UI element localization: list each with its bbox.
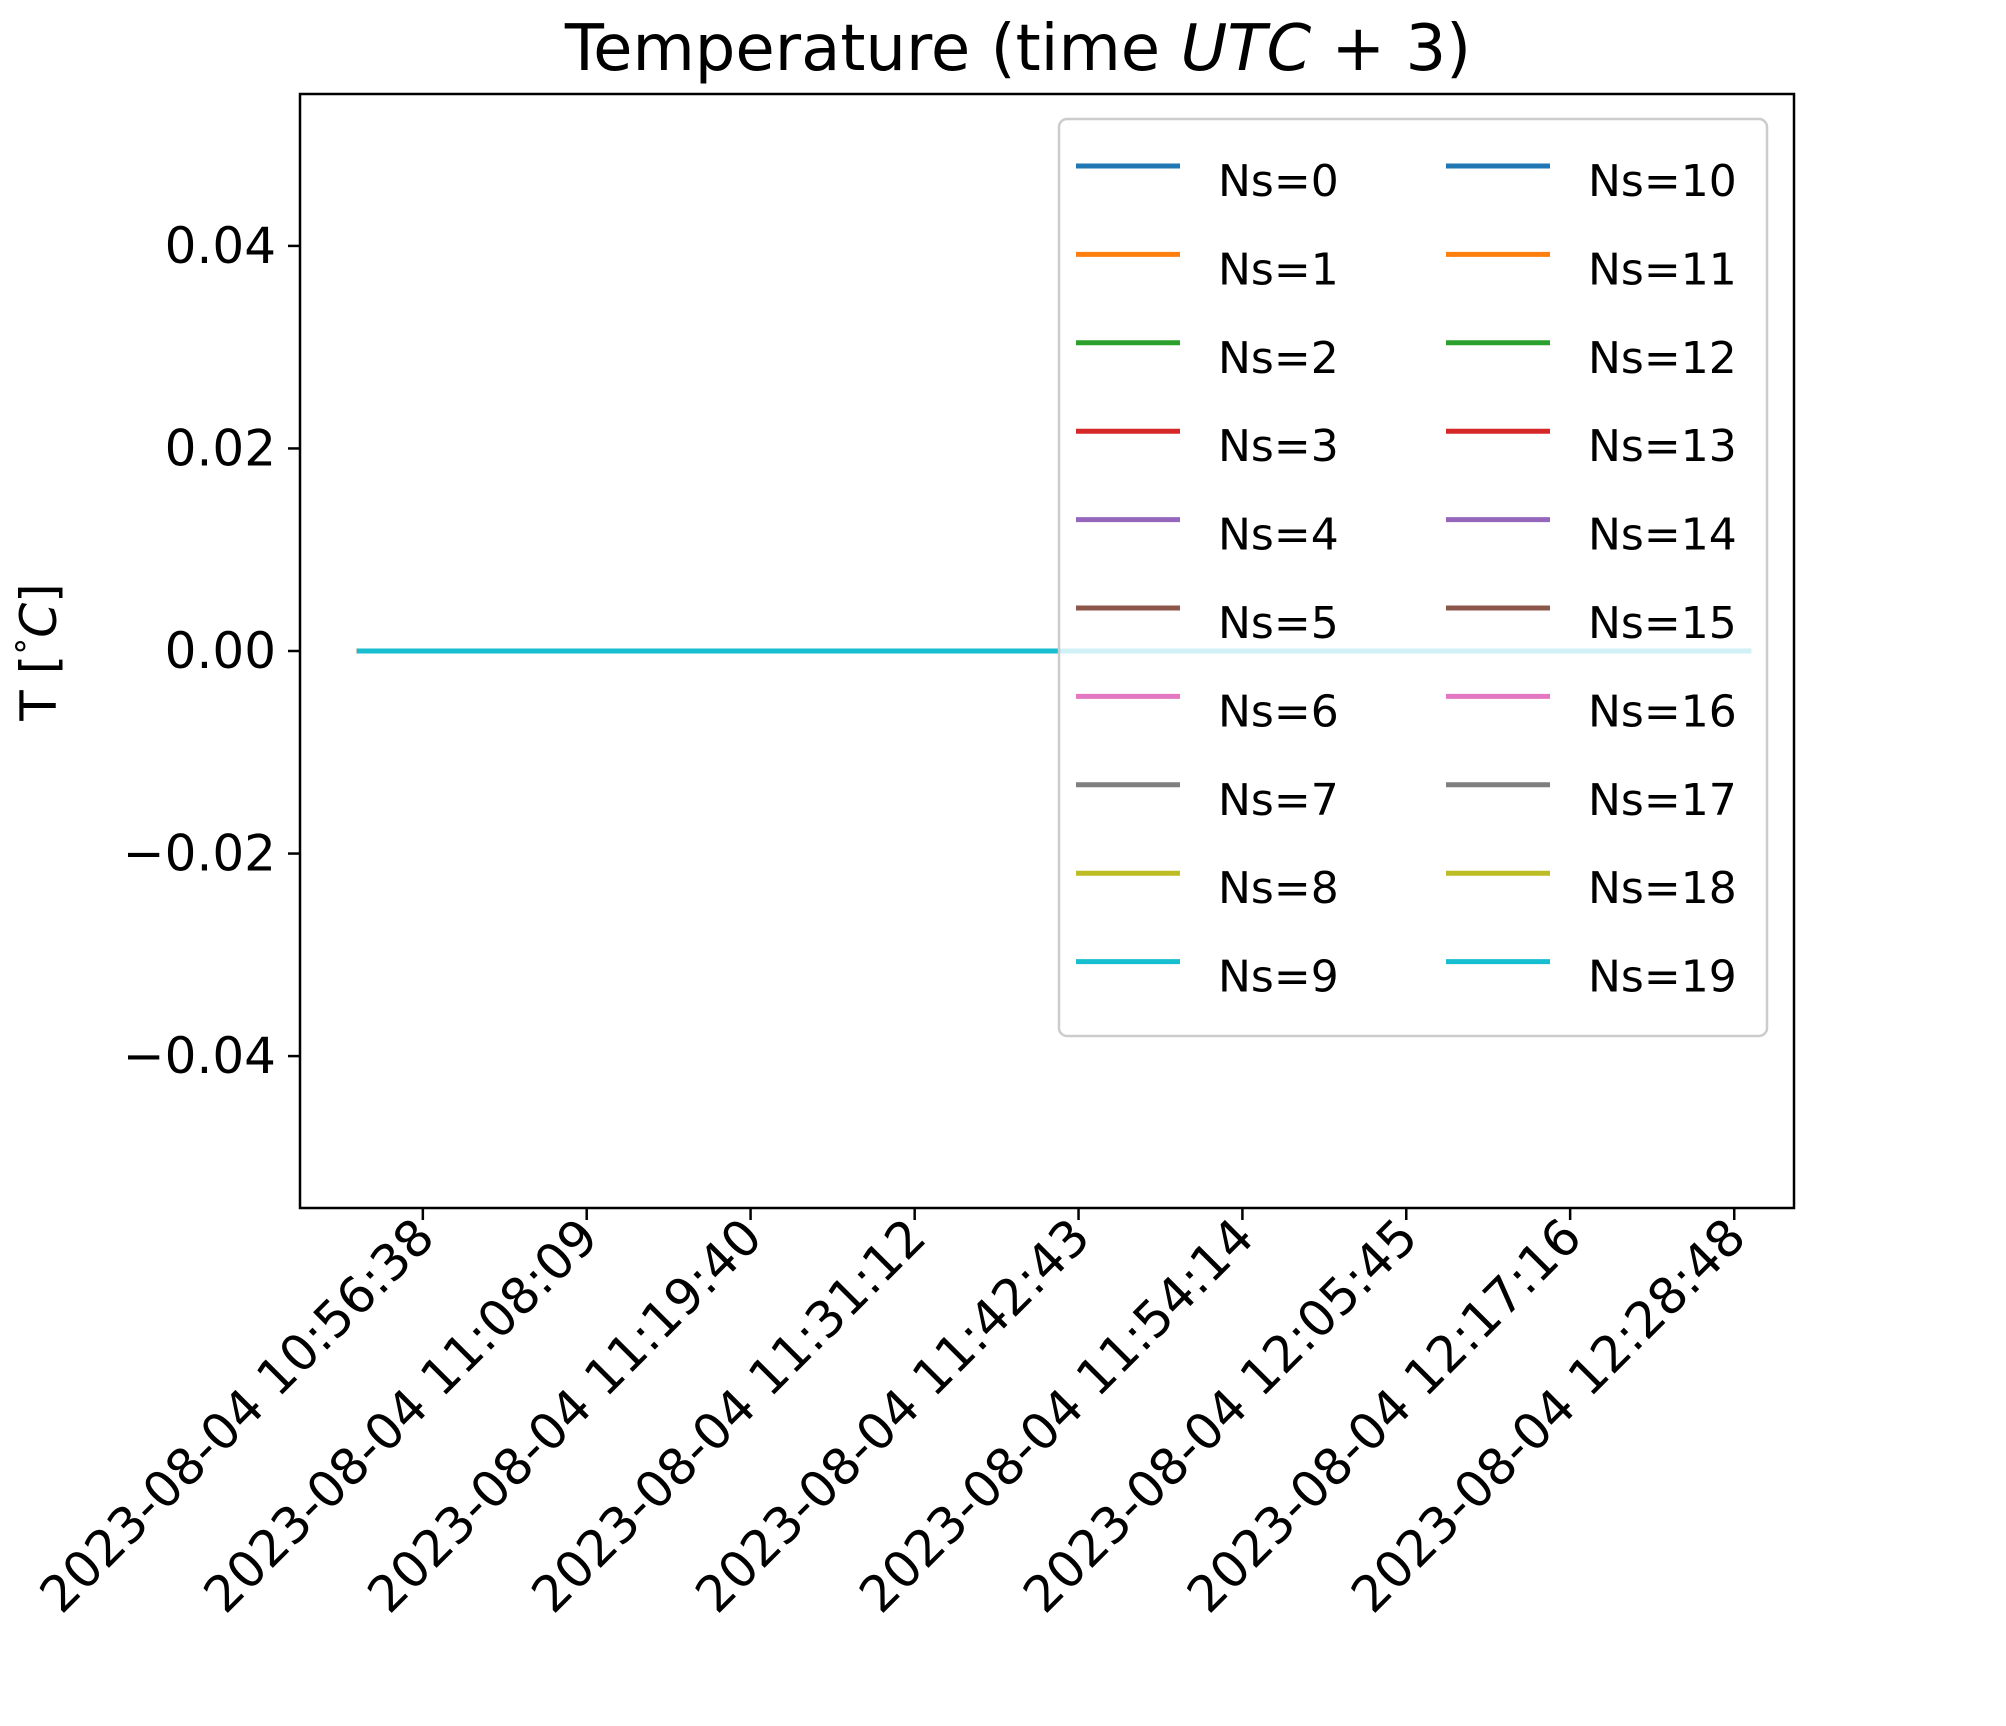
y-axis-label: T [°C] <box>9 583 68 721</box>
legend-label: Ns=12 <box>1588 333 1737 384</box>
legend-label: Ns=16 <box>1588 686 1737 737</box>
y-tick-label: 0.04 <box>165 217 276 275</box>
legend-label: Ns=10 <box>1588 156 1737 207</box>
legend-label: Ns=14 <box>1588 510 1737 561</box>
legend-label: Ns=0 <box>1218 156 1339 207</box>
plot-frame <box>298 92 1796 1210</box>
chart-title: Temperature (time UTC + 3) <box>564 12 1471 86</box>
legend-label: Ns=19 <box>1588 952 1737 1003</box>
legend-label: Ns=6 <box>1218 686 1339 737</box>
y-tick-label: −0.02 <box>123 825 276 883</box>
legend-frame <box>1057 117 1769 1038</box>
legend-label: Ns=9 <box>1218 952 1339 1003</box>
legend-label: Ns=1 <box>1218 244 1339 295</box>
legend-label: Ns=7 <box>1218 775 1339 826</box>
legend-label: Ns=3 <box>1218 421 1339 472</box>
y-tick-label: −0.04 <box>123 1027 276 1085</box>
legend-label: Ns=11 <box>1588 244 1737 295</box>
legend-label: Ns=8 <box>1218 863 1339 914</box>
y-tick-label: 0.02 <box>165 419 276 477</box>
y-axis-ticks: 0.04 0.02 0.00 −0.02 −0.04 <box>123 217 300 1085</box>
legend-label: Ns=15 <box>1588 598 1737 649</box>
legend: Ns=0 Ns=1 Ns=2 Ns=3 Ns=4 Ns=5 Ns=6 Ns=7 Ns=8 Ns=9… <box>1057 117 1769 1038</box>
y-tick-label: 0.00 <box>165 622 276 680</box>
legend-label: Ns=18 <box>1588 863 1737 914</box>
legend-label: Ns=5 <box>1218 598 1339 649</box>
legend-label: Ns=4 <box>1218 510 1339 561</box>
legend-label: Ns=17 <box>1588 775 1737 826</box>
legend-label: Ns=13 <box>1588 421 1737 472</box>
legend-label: Ns=2 <box>1218 333 1339 384</box>
